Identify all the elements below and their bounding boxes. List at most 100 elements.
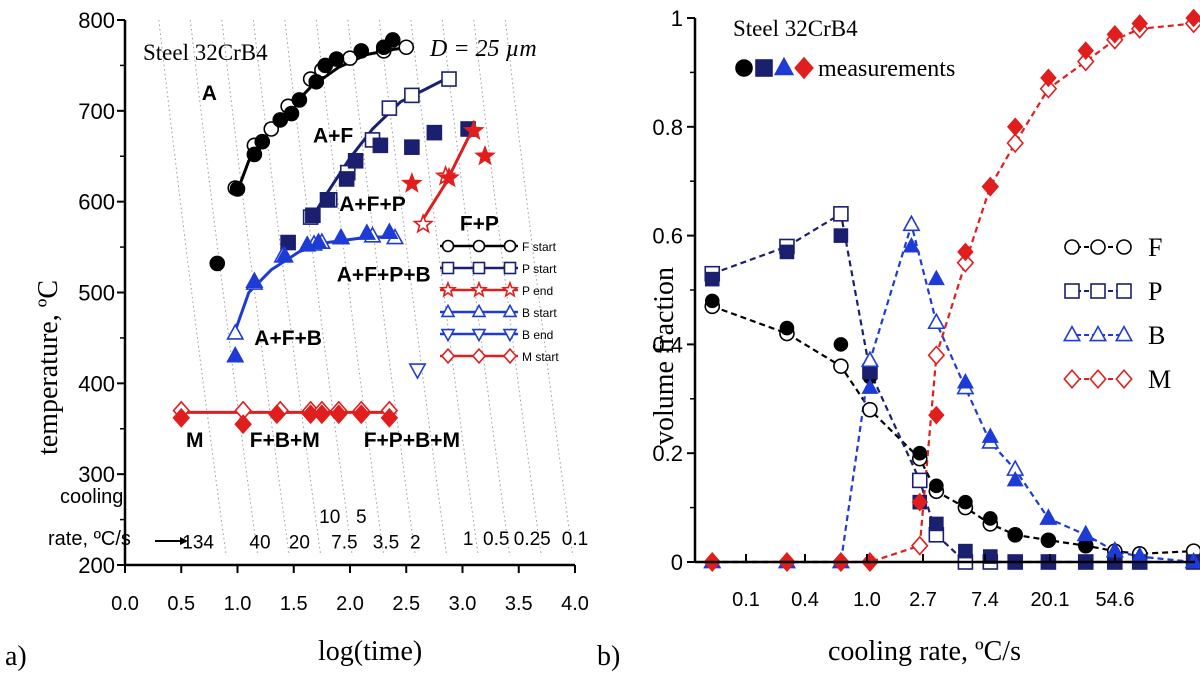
meas-point-f	[833, 337, 849, 352]
sim-point-m	[910, 535, 929, 556]
sim-point-m	[1039, 78, 1058, 99]
legend-marker-b	[1088, 324, 1108, 342]
point-filled-b-start	[309, 232, 328, 249]
measurement-triangle-icon	[773, 56, 795, 76]
y-tick-label-b: 0.2	[652, 441, 683, 466]
cooling-rate-label: 5	[356, 507, 367, 528]
sim-point-p	[833, 206, 849, 222]
point-open-p-start	[441, 71, 457, 87]
y-tick-label-a: 400	[78, 371, 115, 396]
y-tick-label-a: 800	[78, 8, 115, 33]
point-filled-b-start	[275, 246, 294, 263]
x-tick-label-a: 2.5	[392, 593, 420, 615]
title-a: Steel 32CrB4	[143, 40, 268, 65]
sim-point-b	[902, 214, 921, 232]
measurements-label: measurements	[818, 56, 955, 82]
cooling-rate-labels: 134 40 20 10 5 7.5 3.5 2 1 0.5 0.25 0.1	[182, 507, 588, 553]
point-filled-p-start	[347, 152, 364, 169]
meas-point-b	[956, 373, 974, 389]
legend-marker-a	[471, 328, 487, 343]
point-filled-f-start	[308, 73, 325, 90]
curve-f	[711, 305, 1194, 555]
point-filled-m-start	[380, 407, 399, 428]
point-filled-p-start	[426, 124, 443, 141]
point-filled-m-start	[234, 414, 252, 435]
meas-point-f	[779, 320, 795, 336]
point-filled-b-start	[357, 223, 376, 240]
point-open-f-start	[398, 39, 415, 56]
sim-point-f	[862, 401, 878, 418]
y-tick-label-b: 0.4	[652, 332, 683, 357]
curve-p	[711, 212, 1194, 564]
point-filled-p-start	[372, 137, 389, 154]
point-open-p-end	[412, 213, 434, 234]
legend-marker-a	[470, 280, 488, 298]
meas-point-f	[704, 293, 720, 309]
point-filled-p-start	[338, 171, 355, 187]
cooling-rate-label: 134	[182, 533, 214, 554]
meas-point-b	[1039, 509, 1057, 525]
meas-point-m	[1077, 41, 1094, 60]
measurement-square-icon	[755, 59, 773, 77]
legend-marker-b	[1115, 369, 1133, 389]
meas-point-m	[1131, 14, 1148, 33]
isoline	[315, 19, 385, 556]
point-open-p-start	[404, 87, 420, 104]
sim-point-b	[860, 350, 880, 368]
legend-marker-a	[472, 261, 486, 275]
legend-marker-a	[471, 303, 487, 318]
meas-point-m	[982, 177, 999, 196]
isoline	[347, 19, 416, 556]
isoline	[441, 19, 511, 556]
legend-marker-a	[439, 280, 457, 298]
meas-point-f	[1007, 527, 1023, 543]
legend-label-b: F	[1148, 233, 1162, 262]
point-filled-p-start	[404, 139, 420, 155]
meas-point-p	[958, 543, 973, 559]
markers-b	[703, 8, 1200, 572]
meas-point-b	[1077, 525, 1095, 541]
y-tick-label-a: 700	[78, 99, 115, 124]
panel-label-b: b)	[597, 641, 620, 672]
x-tick-label-b: 20.1	[1031, 589, 1070, 611]
point-filled-f-start	[353, 43, 370, 59]
point-filled-f-start	[209, 255, 226, 272]
meas-point-f	[1041, 532, 1056, 548]
point-filled-p-start	[280, 234, 296, 251]
meas-point-b	[1185, 552, 1200, 569]
region-label: A+F+P	[339, 193, 406, 216]
x-tick-label-a: 0.5	[167, 593, 195, 615]
isoline	[221, 19, 290, 556]
measurement-circle-icon	[735, 59, 753, 77]
legend-label-b: B	[1148, 321, 1165, 350]
cooling-rate-label: 1	[463, 529, 474, 550]
isoline	[158, 19, 227, 556]
point-filled-m-start	[172, 407, 191, 428]
meas-point-m	[957, 242, 974, 262]
legend-marker-b	[1116, 239, 1132, 255]
x-tick-label-b: 54.6	[1096, 589, 1135, 611]
point-open-p-start	[381, 100, 398, 116]
legend-marker-a	[502, 347, 518, 365]
y-tick-label-b: 0	[671, 550, 683, 575]
sim-point-m	[1076, 51, 1095, 72]
legend-marker-b	[1116, 283, 1132, 299]
cooling-rate-label: 20	[289, 533, 310, 554]
y-label-b: volume fraction	[649, 267, 680, 445]
y-tick-label-b: 0.6	[652, 224, 683, 249]
meas-point-m	[1185, 8, 1200, 28]
region-labels: A A+F A+F+P F+P A+F+P+B A+F+B M F+B+M F+P+B+M	[186, 82, 499, 452]
legend-marker-a	[441, 239, 455, 253]
legend-marker-a	[440, 347, 456, 365]
meas-point-m	[1006, 117, 1024, 137]
point-filled-f-start	[254, 133, 271, 150]
cooling-rate-label: 0.25	[514, 529, 551, 550]
meas-point-b	[1006, 470, 1024, 487]
legend-a: F start P start P end B start B end M start	[439, 239, 559, 365]
arrow-icon	[155, 537, 188, 545]
cooling-rate-label: 7.5	[331, 533, 357, 554]
x-tick-label-a: 2.0	[336, 593, 364, 615]
point-filled-b-start	[331, 227, 351, 245]
isoline	[410, 19, 479, 556]
